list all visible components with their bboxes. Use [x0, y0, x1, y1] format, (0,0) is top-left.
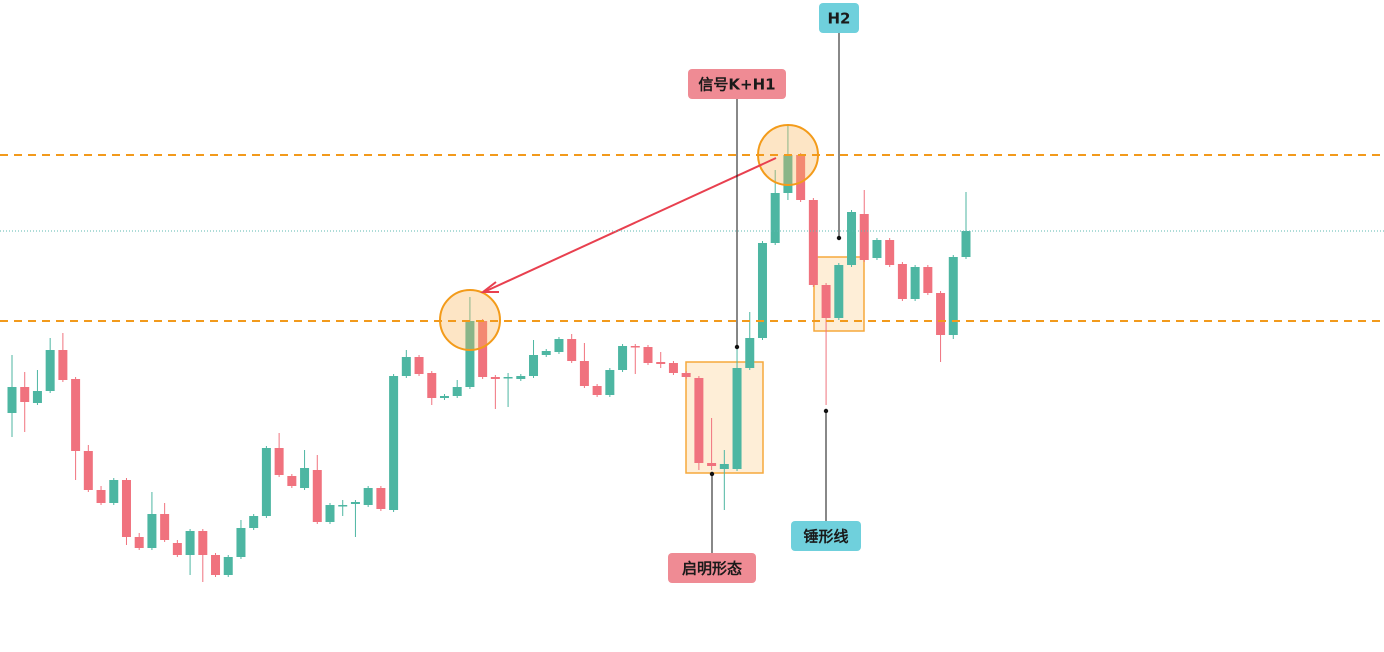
candle-body — [211, 555, 221, 575]
candle-body — [567, 339, 577, 361]
candle-body — [58, 350, 68, 380]
candle-body — [274, 448, 284, 475]
candle-body — [312, 470, 322, 522]
candle-body — [7, 387, 17, 413]
leader-dots — [709, 235, 842, 477]
annotation-box — [688, 69, 786, 99]
candle-body — [223, 557, 233, 575]
candle-body — [414, 357, 424, 374]
candle-body — [821, 285, 831, 318]
dot — [836, 235, 842, 241]
candle-body — [948, 257, 958, 335]
candle-body — [592, 386, 602, 395]
candle-body — [656, 362, 666, 364]
dot — [709, 471, 715, 477]
candle-body — [668, 363, 678, 373]
candle-body — [936, 293, 946, 335]
candle-body — [363, 488, 373, 505]
candle-body — [185, 531, 195, 555]
annotation-box — [791, 521, 861, 551]
candle-body — [707, 463, 717, 466]
candle-body — [516, 376, 526, 379]
candle-body — [961, 231, 971, 257]
candle-body — [20, 387, 30, 402]
candle-body — [325, 505, 335, 522]
dot — [734, 344, 740, 350]
candle-body — [96, 490, 106, 503]
candle-body — [796, 155, 806, 200]
candle-body — [32, 391, 42, 403]
annotation-label: 启明形态 — [682, 560, 742, 578]
candle-body — [465, 321, 475, 387]
arrow — [483, 157, 777, 293]
candle-body — [376, 488, 386, 509]
candle-body — [287, 476, 297, 486]
candle-body — [172, 543, 182, 555]
candle-body — [350, 502, 360, 504]
candle-body — [618, 346, 628, 370]
arrow-head — [480, 281, 499, 293]
candle-body — [249, 516, 259, 528]
candle-body — [643, 347, 653, 363]
candle-body — [579, 361, 589, 386]
candle-body — [897, 264, 907, 299]
candle-body — [783, 155, 793, 193]
candle-body — [808, 200, 818, 285]
candle-body — [719, 464, 729, 469]
candle-body — [490, 377, 500, 379]
candle-body — [732, 368, 742, 469]
candle-body — [757, 243, 767, 338]
candle-body — [198, 531, 208, 555]
candle-body — [834, 265, 844, 318]
candle-body — [872, 240, 882, 258]
candle-body — [605, 370, 615, 395]
candle-body — [478, 321, 488, 377]
candle-body — [694, 378, 704, 463]
candle-body — [71, 379, 81, 451]
annotation-box — [668, 553, 756, 583]
candle-body — [439, 396, 449, 398]
candle-body — [770, 193, 780, 243]
candle-body — [147, 514, 157, 548]
annotation-label: 信号K+H1 — [698, 76, 775, 94]
candle-body — [45, 350, 55, 391]
candle-body — [910, 267, 920, 299]
candles — [7, 125, 971, 582]
candle-body — [630, 346, 640, 348]
candle-body — [452, 387, 462, 396]
annotation-label: H2 — [828, 10, 851, 28]
candle-body — [427, 373, 437, 398]
candle-body — [681, 373, 691, 377]
candle-body — [83, 451, 93, 490]
candle-body — [236, 528, 246, 557]
candle-body — [503, 377, 513, 379]
annotation-label: 锤形线 — [803, 528, 848, 546]
candle-body — [401, 357, 411, 376]
candle-body — [300, 468, 310, 488]
candle-body — [389, 376, 399, 510]
candle-body — [554, 339, 564, 352]
candle-body — [121, 480, 131, 537]
candle-body — [923, 267, 933, 293]
candle-body — [109, 480, 119, 503]
leader-lines — [711, 32, 840, 553]
candle-body — [529, 355, 539, 376]
annotations: H2 信号K+H1 启明形态 锤形线 — [668, 3, 861, 583]
dot — [823, 408, 829, 414]
candle-body — [885, 240, 895, 265]
candle-body — [847, 212, 857, 265]
candle-body — [261, 448, 271, 516]
annotation-box — [819, 3, 859, 33]
candle-body — [160, 514, 170, 540]
candle-body — [745, 338, 755, 368]
candle-body — [859, 214, 869, 260]
candle-body — [338, 505, 348, 507]
candle-body — [541, 351, 551, 355]
candle-body — [134, 537, 144, 548]
